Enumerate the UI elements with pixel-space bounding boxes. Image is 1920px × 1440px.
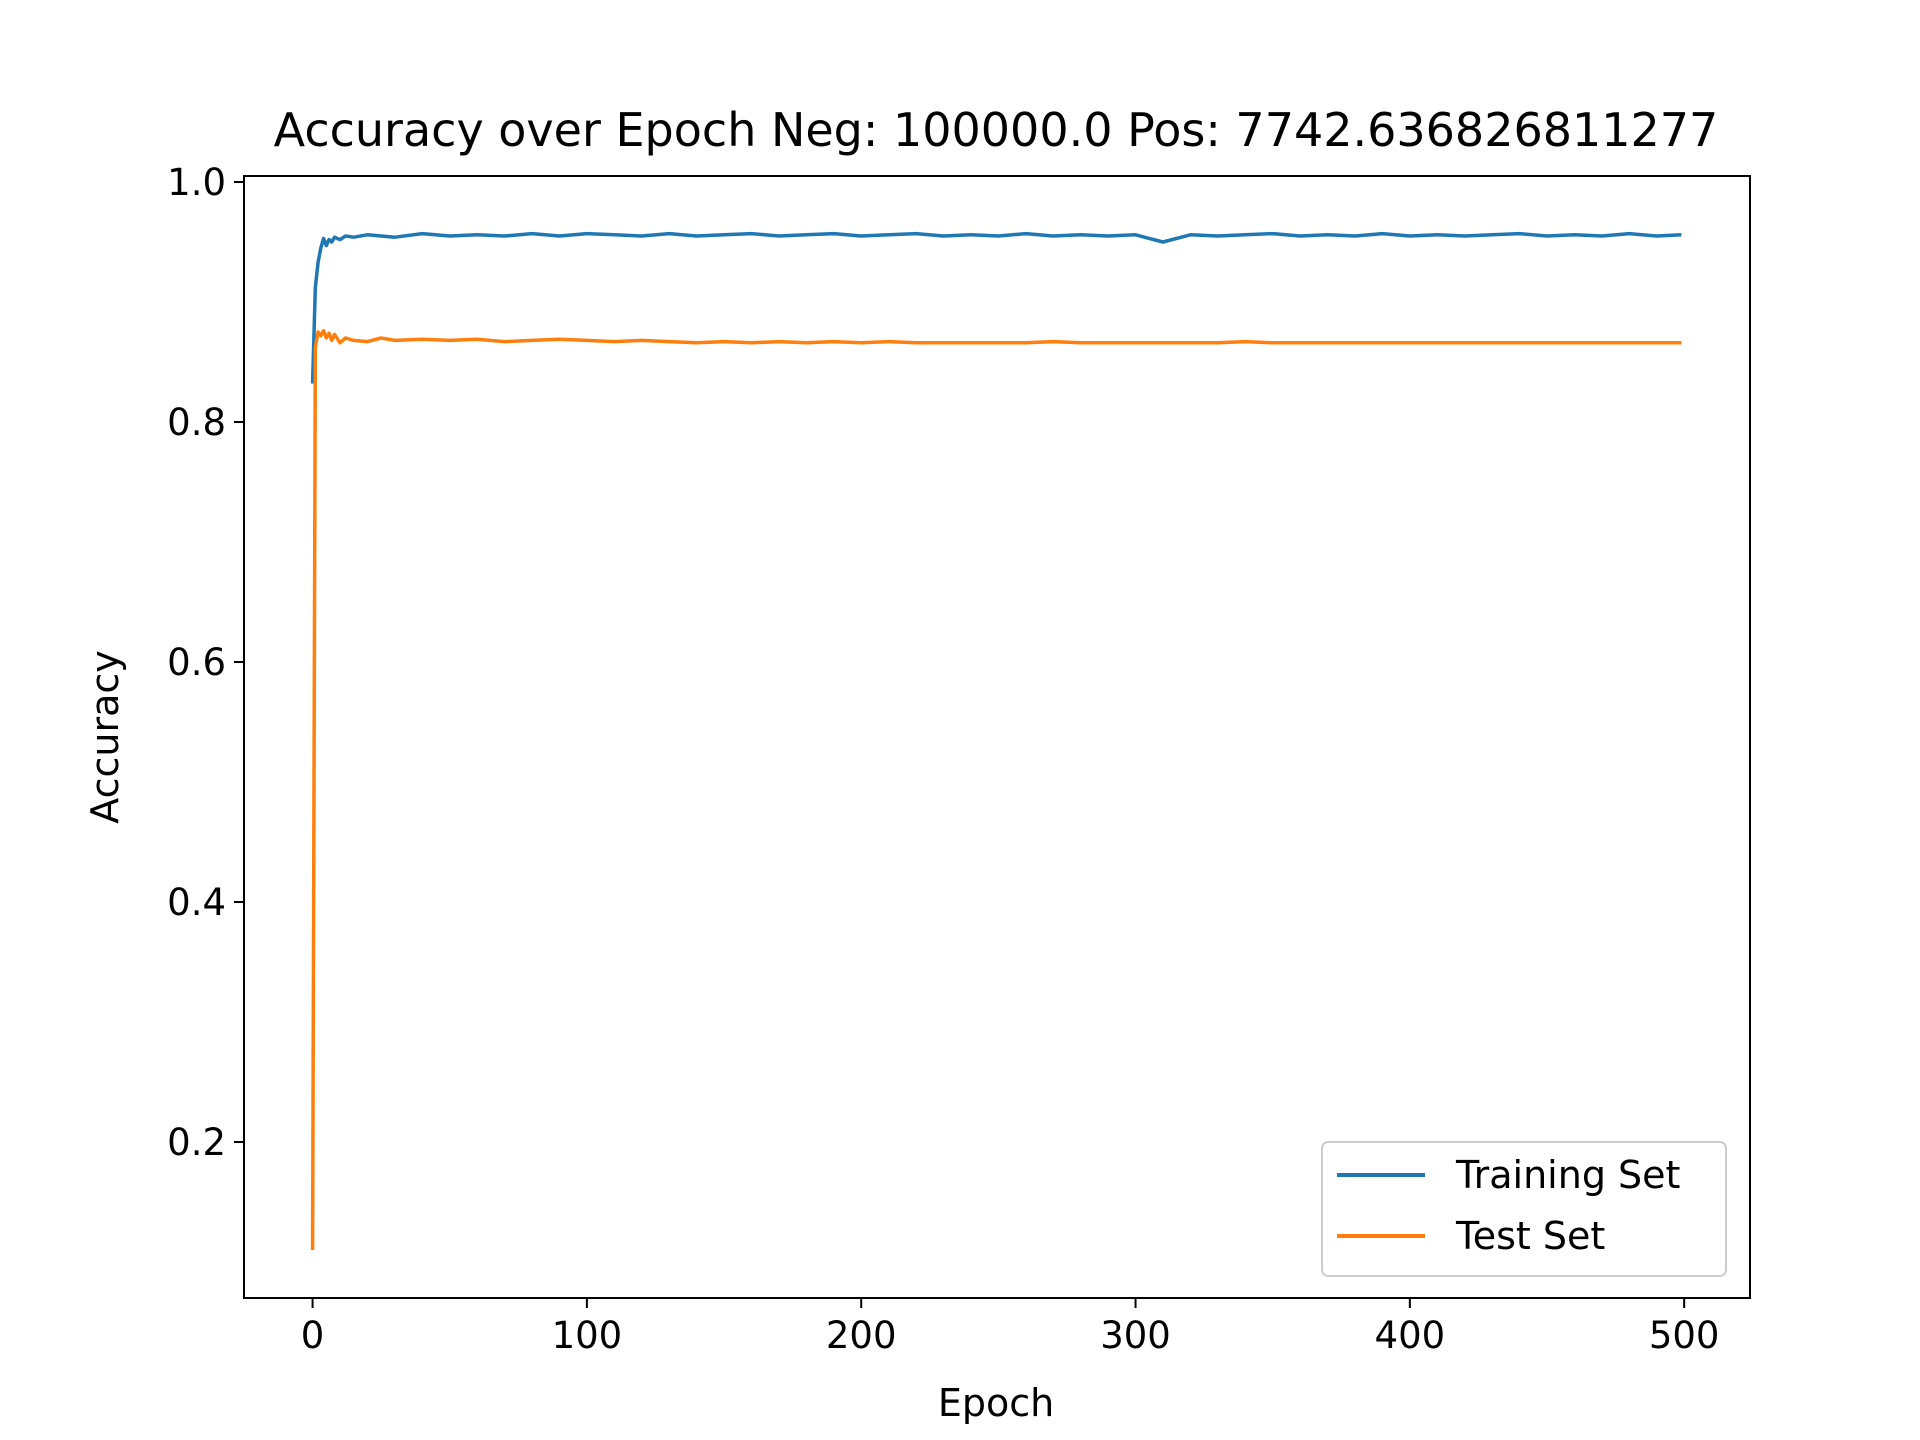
x-tick-label: 400 <box>1375 1314 1446 1357</box>
x-tick-label: 500 <box>1649 1314 1720 1357</box>
legend-label-test-set: Test Set <box>1455 1214 1605 1258</box>
x-tick-label: 300 <box>1100 1314 1171 1357</box>
y-tick-label: 0.6 <box>167 641 226 684</box>
y-tick-label: 0.2 <box>167 1121 226 1164</box>
y-axis-label: Accuracy <box>83 650 127 824</box>
legend: Training Set Test Set <box>1321 1141 1727 1277</box>
chart-title: Accuracy over Epoch Neg: 100000.0 Pos: 7… <box>274 103 1719 157</box>
y-tick-label: 0.4 <box>167 881 226 924</box>
series-line-test-set <box>310 329 1682 1251</box>
series-line-training-set <box>310 231 1682 384</box>
y-tick-label: 1.0 <box>167 161 226 204</box>
x-axis-label: Epoch <box>938 1381 1054 1425</box>
legend-label-training-set: Training Set <box>1455 1153 1680 1197</box>
y-axis-ticks: 0.2 0.4 0.6 0.8 1.0 <box>167 161 244 1164</box>
x-tick-label: 200 <box>826 1314 897 1357</box>
plot-frame <box>243 175 1751 1299</box>
y-tick-label: 0.8 <box>167 401 226 444</box>
x-tick-label: 100 <box>552 1314 623 1357</box>
x-axis-ticks: 0 100 200 300 400 500 <box>301 1298 1720 1357</box>
series-layer <box>310 231 1682 1251</box>
x-tick-label: 0 <box>301 1314 325 1357</box>
